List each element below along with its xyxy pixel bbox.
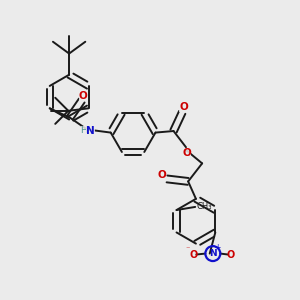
Text: N: N xyxy=(209,249,217,258)
Text: O: O xyxy=(182,148,191,158)
Text: +: + xyxy=(214,244,221,253)
Text: O: O xyxy=(189,250,198,260)
Text: H: H xyxy=(81,126,87,135)
Text: CH₃: CH₃ xyxy=(196,202,212,211)
Text: N: N xyxy=(86,126,94,136)
Text: ⁻: ⁻ xyxy=(186,244,190,253)
Text: O: O xyxy=(227,250,235,260)
Text: O: O xyxy=(158,170,166,180)
Text: O: O xyxy=(179,102,188,112)
Text: O: O xyxy=(79,91,88,100)
